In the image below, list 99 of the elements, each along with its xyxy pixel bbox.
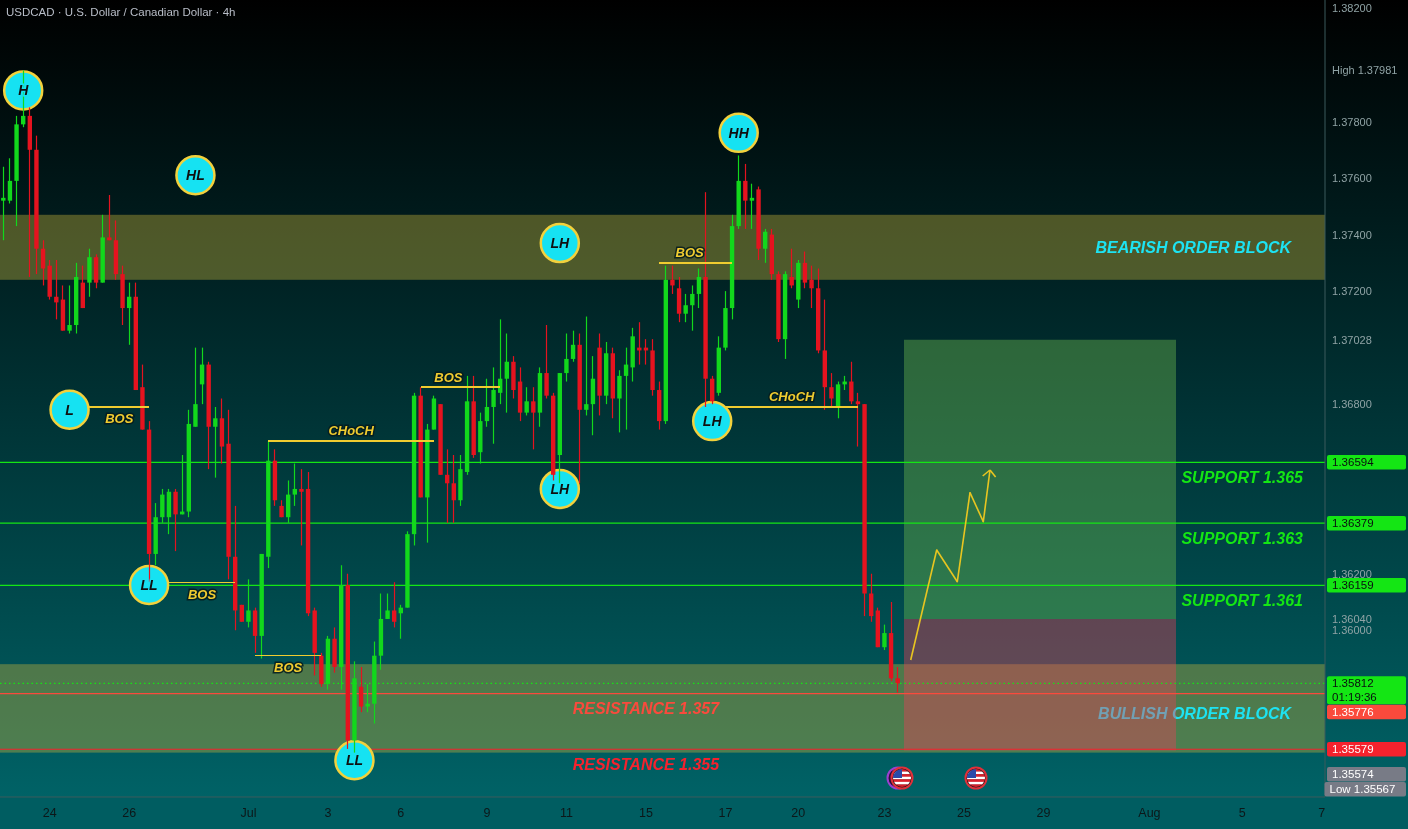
x-tick-label: 9 bbox=[483, 806, 491, 820]
ref-line-label: 1.35776 bbox=[1332, 705, 1374, 718]
data-label: LL bbox=[140, 577, 158, 594]
data-label: LH bbox=[702, 413, 723, 430]
x-tick-label: 29 bbox=[1036, 806, 1051, 820]
series-label: BOS bbox=[274, 660, 303, 676]
data-label: L bbox=[65, 401, 74, 418]
candlestick bbox=[504, 332, 509, 414]
series-label: BOS bbox=[105, 411, 134, 427]
y-tick-label: 1.37600 bbox=[1332, 172, 1372, 185]
y-tick-label: 1.36200 bbox=[1332, 567, 1372, 580]
series-label: BOS bbox=[434, 369, 463, 385]
candlestick bbox=[451, 454, 456, 524]
candlestick bbox=[392, 581, 397, 629]
data-label: LH bbox=[550, 480, 571, 497]
x-tick-label: 11 bbox=[559, 806, 573, 820]
data-label: LL bbox=[345, 752, 363, 769]
data-label: HL bbox=[186, 167, 205, 184]
candlestick bbox=[829, 372, 834, 408]
x-tick-label: 23 bbox=[877, 806, 892, 820]
x-tick-label: 26 bbox=[122, 806, 137, 820]
y-tick-label: 1.38200 bbox=[1332, 2, 1372, 15]
band-label: BEARISH ORDER BLOCK bbox=[1095, 238, 1293, 256]
ref-line-label: 1.36379 bbox=[1332, 517, 1374, 530]
candlestick bbox=[358, 666, 364, 713]
data-label: LH bbox=[550, 235, 571, 252]
y-tick-label: 1.36000 bbox=[1332, 624, 1372, 637]
candlestick bbox=[484, 378, 490, 428]
series-label: BOS bbox=[675, 245, 705, 261]
candlestick bbox=[743, 163, 748, 230]
annotation: RESISTANCE 1.357 bbox=[572, 700, 721, 718]
series-label: BOS bbox=[187, 586, 217, 602]
candlestick bbox=[107, 194, 112, 241]
annotation: RESISTANCE 1.355 bbox=[572, 755, 721, 773]
y-tick-label: 1.37200 bbox=[1332, 285, 1372, 298]
candlestick bbox=[67, 284, 72, 335]
annotation: SUPPORT 1.365 bbox=[1181, 468, 1305, 486]
candlestick bbox=[127, 282, 132, 346]
candlestick bbox=[564, 332, 569, 383]
candlestick bbox=[617, 369, 622, 434]
ref-line-label: 1.35812 01:19:36 bbox=[1332, 677, 1377, 703]
candlestick bbox=[690, 284, 695, 332]
y-tick-label: 1.36800 bbox=[1332, 398, 1372, 411]
candlestick bbox=[670, 265, 675, 295]
x-tick-label: 17 bbox=[718, 806, 733, 820]
x-tick-label: Aug bbox=[1138, 806, 1161, 820]
x-tick-label: Jul bbox=[240, 806, 257, 820]
y-tick-label: High 1.37981 bbox=[1332, 64, 1398, 77]
point bbox=[49, 389, 90, 431]
candlestick bbox=[895, 666, 900, 694]
candlestick bbox=[855, 392, 861, 448]
candlestick bbox=[213, 406, 218, 479]
x-tick-label: 24 bbox=[42, 806, 57, 820]
candlestick bbox=[544, 324, 549, 400]
candlestick bbox=[683, 293, 688, 323]
candlestick bbox=[299, 468, 304, 547]
y-tick-label: 1.36040 bbox=[1332, 612, 1372, 625]
candlestick bbox=[7, 157, 13, 205]
candlestick bbox=[385, 592, 390, 620]
y-tick-label: 1.37800 bbox=[1332, 115, 1372, 128]
x-tick-label: 25 bbox=[956, 806, 971, 820]
text: USDCAD · U.S. Dollar / Canadian Dollar · 4h bbox=[6, 6, 236, 18]
text: 1.35574 bbox=[1332, 768, 1375, 781]
candlestick bbox=[763, 228, 768, 264]
data-label: HH bbox=[728, 124, 750, 141]
series-label: CHoCH bbox=[328, 423, 375, 439]
series-label: CHoCH bbox=[768, 389, 816, 405]
band-label: BULLISH ORDER BLOCK bbox=[1098, 704, 1293, 722]
candlestick bbox=[882, 624, 887, 651]
candlestick bbox=[749, 183, 755, 230]
candlestick bbox=[365, 683, 370, 713]
x-tick-label: 20 bbox=[791, 806, 806, 820]
candlestick bbox=[246, 578, 251, 629]
candlestick bbox=[524, 386, 529, 417]
ref-line-label: 1.36594 bbox=[1332, 456, 1375, 469]
candlestick bbox=[491, 366, 496, 445]
x-tick-label: 7 bbox=[1318, 806, 1326, 820]
y-tick-label: 1.37400 bbox=[1332, 228, 1372, 241]
candlestick bbox=[809, 265, 814, 309]
x-tick-label: 3 bbox=[324, 806, 332, 820]
candlestick bbox=[623, 347, 629, 431]
annotation: SUPPORT 1.361 bbox=[1181, 591, 1304, 609]
x-tick-label: 6 bbox=[397, 806, 405, 820]
candlestick bbox=[696, 267, 702, 309]
x-tick-label: 5 bbox=[1238, 806, 1246, 820]
candlestick bbox=[584, 315, 589, 417]
ref-line-label: 1.35579 bbox=[1332, 743, 1374, 756]
text: Low 1.35567 bbox=[1329, 783, 1396, 796]
candlestick bbox=[570, 330, 576, 363]
candlestick bbox=[292, 462, 297, 507]
candlestick bbox=[1, 166, 6, 241]
candlestick bbox=[802, 250, 808, 289]
ref-line-label: 1.36159 bbox=[1332, 579, 1374, 592]
x-tick-label: 15 bbox=[638, 806, 653, 820]
candlestick bbox=[173, 488, 178, 552]
annotation: SUPPORT 1.363 bbox=[1181, 529, 1304, 547]
candlestick bbox=[531, 386, 536, 450]
candlestick bbox=[193, 347, 198, 428]
y-tick-label: 1.37028 bbox=[1332, 333, 1372, 346]
